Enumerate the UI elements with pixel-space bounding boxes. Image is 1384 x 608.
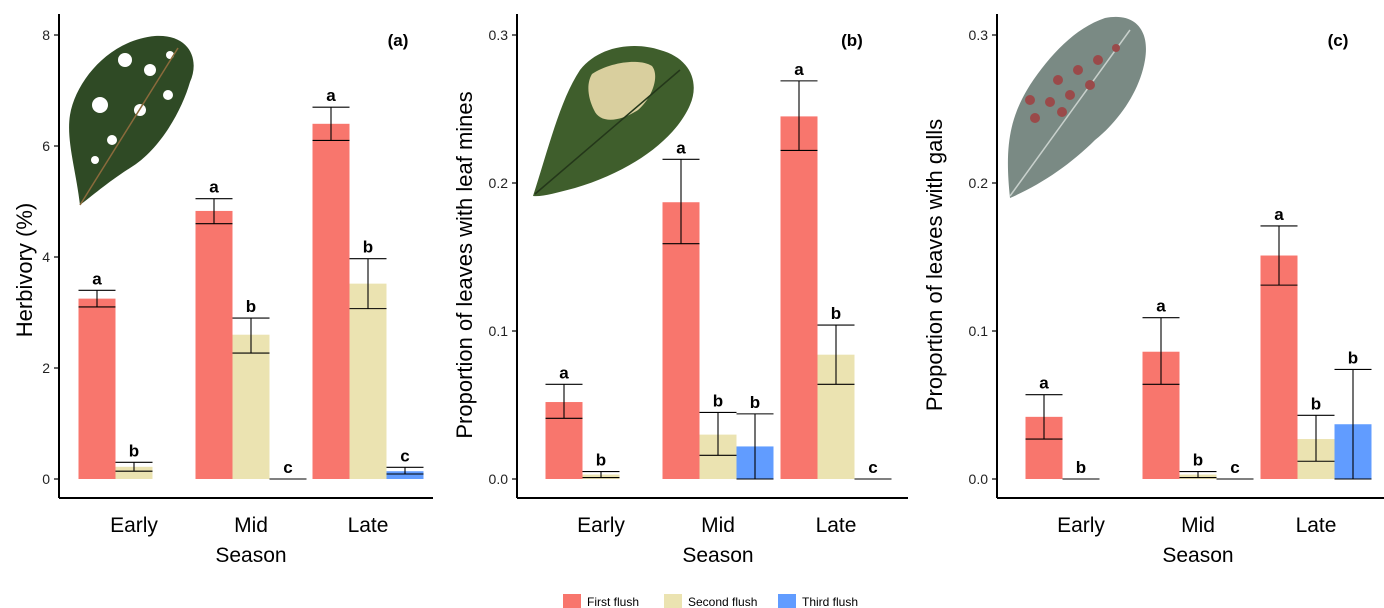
oak-leaf-with-galls-image [1007, 16, 1146, 199]
y-tick-label: 4 [42, 249, 50, 265]
y-tick-label: 0 [42, 471, 50, 487]
significance-letter-first-flush-late: a [794, 60, 804, 79]
significance-letter-third-flush-mid: c [1230, 458, 1239, 477]
significance-letter-second-flush-late: b [363, 238, 373, 257]
bar-second-flush-early [115, 466, 153, 479]
y-tick-label: 0.1 [489, 323, 509, 339]
significance-letter-first-flush-early: a [1039, 374, 1049, 393]
legend-swatch-first-flush [563, 594, 581, 608]
legend-label-second-flush: Second flush [688, 595, 757, 608]
leaf-with-herbivore-holes-image [69, 35, 194, 206]
significance-letter-second-flush-mid: b [246, 297, 256, 316]
bar-second-flush-mid [232, 334, 270, 479]
x-tick-label-late: Late [1296, 514, 1337, 537]
x-axis-label: Season [682, 544, 753, 567]
y-tick-label: 8 [42, 27, 50, 43]
significance-letter-second-flush-mid: b [1193, 451, 1203, 470]
significance-letter-second-flush-early: b [1076, 458, 1086, 477]
y-tick-label: 2 [42, 360, 50, 376]
significance-letter-third-flush-mid: c [283, 458, 292, 477]
significance-letter-first-flush-mid: a [209, 178, 219, 197]
significance-letter-second-flush-late: b [831, 304, 841, 323]
x-tick-label-mid: Mid [701, 514, 735, 537]
significance-letter-first-flush-mid: a [676, 138, 686, 157]
bar-first-flush-late [780, 116, 818, 480]
x-tick-label-mid: Mid [1181, 514, 1215, 537]
panel-label: (b) [841, 31, 863, 50]
leaf-with-leaf-mine-image [533, 46, 694, 197]
y-tick-label: 0.1 [969, 323, 989, 339]
bar-first-flush-early [78, 298, 116, 479]
significance-letter-second-flush-early: b [596, 451, 606, 470]
panel-label: (a) [388, 31, 409, 50]
legend-label-third-flush: Third flush [802, 595, 858, 608]
bar-first-flush-mid [195, 210, 233, 479]
legend: First flush Second flush Third flush [563, 594, 858, 608]
chart-panel-b: 0.0 0.1 0.2 0.3 a a a b b b b c Early Mid Late Season Pr… [452, 14, 908, 567]
legend-swatch-third-flush [778, 594, 796, 608]
significance-letter-first-flush-mid: a [1156, 297, 1166, 316]
significance-letter-first-flush-late: a [326, 86, 336, 105]
y-tick-label: 0.2 [969, 175, 989, 191]
significance-letter-second-flush-late: b [1311, 394, 1321, 413]
significance-letter-second-flush-mid: b [713, 391, 723, 410]
significance-letter-third-flush-late: c [400, 446, 409, 465]
chart-panels: 0 2 4 6 8 a a a b b b c c Early Mid Late Season Herbivory… [12, 14, 1384, 567]
x-tick-label-late: Late [348, 514, 389, 537]
bar-first-flush-late [1260, 255, 1298, 479]
chart-panel-a: 0 2 4 6 8 a a a b b b c c Early Mid Late Season Herbivory… [12, 14, 433, 567]
significance-letter-third-flush-mid: b [750, 393, 760, 412]
legend-label-first-flush: First flush [587, 595, 639, 608]
x-tick-label-early: Early [577, 514, 625, 537]
significance-letter-second-flush-early: b [129, 441, 139, 460]
panel-label: (c) [1328, 31, 1349, 50]
y-tick-label: 0.3 [489, 27, 509, 43]
x-tick-label-early: Early [110, 514, 158, 537]
significance-letter-first-flush-early: a [559, 363, 569, 382]
significance-letter-first-flush-early: a [92, 269, 102, 288]
y-tick-label: 6 [42, 138, 50, 154]
y-tick-label: 0.2 [489, 175, 509, 191]
bar-second-flush-late [349, 283, 387, 479]
y-tick-label: 0.0 [969, 471, 989, 487]
significance-letter-third-flush-late: b [1348, 348, 1358, 367]
x-axis-label: Season [215, 544, 286, 567]
x-tick-label-late: Late [816, 514, 857, 537]
bar-first-flush-mid [662, 202, 700, 480]
y-tick-label: 0.3 [969, 27, 989, 43]
significance-letter-third-flush-late: c [868, 458, 877, 477]
chart-panel-c: 0.0 0.1 0.2 0.3 a a a b b b c b Early Mid Late Season Pr… [922, 14, 1384, 567]
legend-swatch-second-flush [664, 594, 682, 608]
y-tick-label: 0.0 [489, 471, 509, 487]
x-tick-label-mid: Mid [234, 514, 268, 537]
y-axis-label: Herbivory (%) [12, 203, 37, 337]
bar-first-flush-late [312, 123, 350, 480]
x-axis-label: Season [1162, 544, 1233, 567]
x-tick-label-early: Early [1057, 514, 1105, 537]
bar-third-flush-late [386, 471, 424, 479]
y-axis-label: Proportion of leaves with leaf mines [452, 91, 477, 438]
y-axis-label: Proportion of leaves with galls [922, 119, 947, 411]
significance-letter-first-flush-late: a [1274, 205, 1284, 224]
